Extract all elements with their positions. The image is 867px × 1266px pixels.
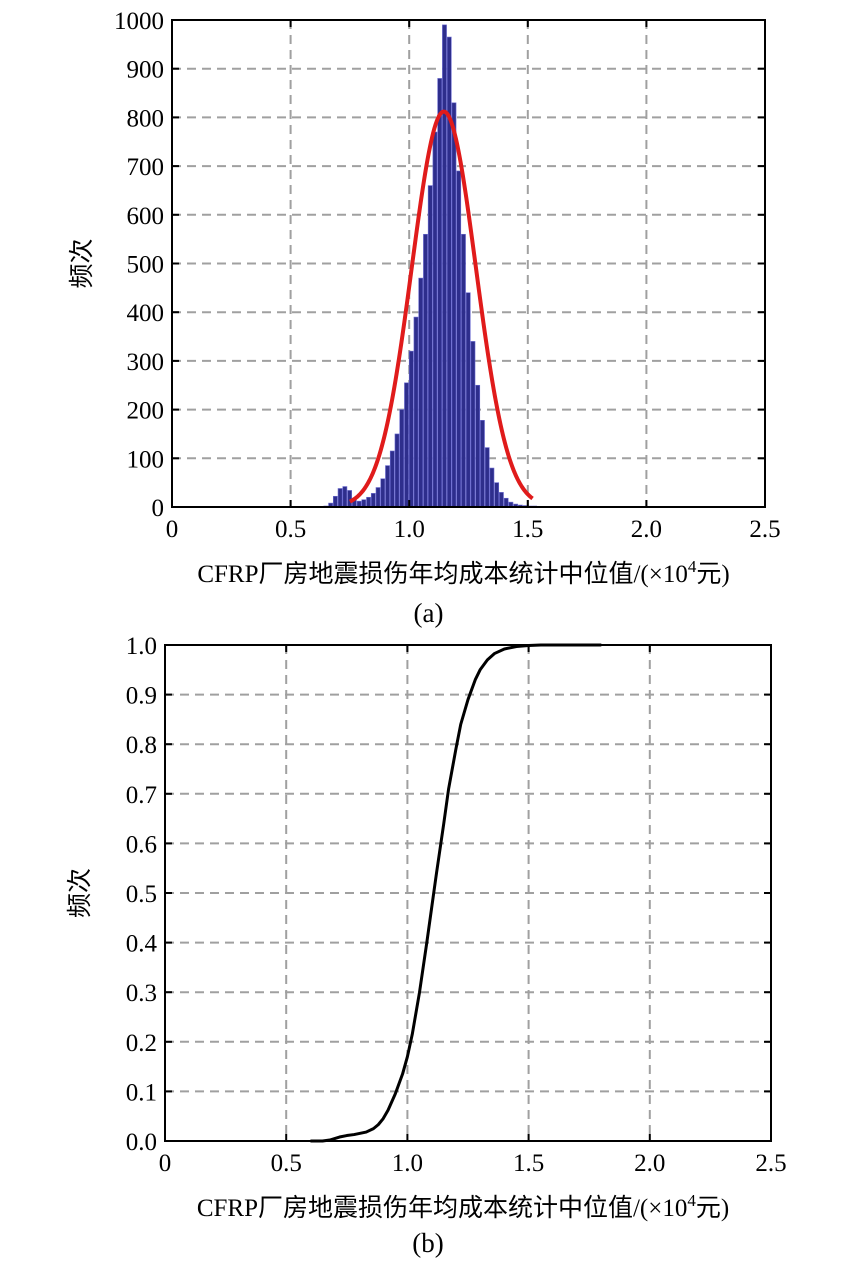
histogram-bar xyxy=(470,341,476,508)
histogram-bar xyxy=(437,78,443,508)
y-tick-label: 300 xyxy=(127,349,165,376)
x-axis-label-sup: 4 xyxy=(687,1191,696,1210)
histogram-bar xyxy=(370,493,376,508)
normal-fit-curve xyxy=(348,109,534,504)
x-tick-label: 0.5 xyxy=(271,1150,302,1177)
x-tick-label: 1.5 xyxy=(512,516,543,543)
histogram-bar xyxy=(456,170,462,508)
y-tick-label: 0.1 xyxy=(126,1079,157,1106)
y-tick-label: 0.4 xyxy=(126,931,158,958)
y-tick-label: 0.2 xyxy=(126,1030,157,1057)
histogram-bar xyxy=(347,490,352,508)
y-tick-label: 900 xyxy=(127,57,165,84)
histogram-bar xyxy=(484,447,490,508)
grid xyxy=(165,645,771,1141)
y-tick-label: 0.3 xyxy=(126,980,157,1007)
y-tick-label: 1.0 xyxy=(126,633,157,660)
x-tick-label: 1.5 xyxy=(513,1150,544,1177)
histogram-bar xyxy=(418,277,424,508)
x-tick-label: 0.5 xyxy=(275,516,306,543)
x-tick-label: 1.0 xyxy=(392,1150,423,1177)
histogram-bar xyxy=(399,409,405,508)
y-tick-label: 0 xyxy=(152,495,165,522)
x-axis-label-tail: 元) xyxy=(696,561,729,588)
x-axis-label-main: CFRP厂房地震损伤年均成本统计中位值/(×10 xyxy=(197,560,688,588)
panel-caption: (a) xyxy=(414,598,444,628)
histogram-bar xyxy=(413,316,419,508)
x-axis-label-tail: 元) xyxy=(696,1195,729,1222)
histogram-bar xyxy=(389,450,395,508)
histogram-bar xyxy=(480,420,485,508)
y-tick-label: 1000 xyxy=(114,8,164,35)
y-tick-labels: 0 100 200 300 400 500 600 700 800 900 1000 xyxy=(114,8,765,522)
histogram-bar xyxy=(361,499,367,508)
y-tick-label: 0.5 xyxy=(126,881,157,908)
x-tick-label: 1.0 xyxy=(394,516,425,543)
cdf-curve xyxy=(310,643,602,1143)
y-tick-label: 0.9 xyxy=(126,683,157,710)
histogram-bar xyxy=(375,487,381,508)
y-tick-label: 0.7 xyxy=(126,782,157,809)
histogram-bar xyxy=(394,433,400,508)
y-tick-label: 600 xyxy=(127,203,165,230)
x-axis-label-main: CFRP厂房地震损伤年均成本统计中位值/(×10 xyxy=(197,1194,688,1222)
histogram-bar xyxy=(427,185,433,508)
x-tick-label: 2.5 xyxy=(749,516,780,543)
histogram-bar xyxy=(465,292,471,508)
x-axis-label: CFRP厂房地震损伤年均成本统计中位值/(×104元) xyxy=(197,1191,729,1222)
histogram-bars xyxy=(323,24,552,508)
y-tick-label: 700 xyxy=(127,154,165,181)
x-axis-label: CFRP厂房地震损伤年均成本统计中位值/(×104元) xyxy=(197,557,729,588)
y-tick-labels: 0.0 0.1 0.2 0.3 0.4 0.5 0.6 0.7 0.8 0.9 1.0 xyxy=(126,633,771,1156)
histogram-bar xyxy=(385,465,390,508)
histogram-bar xyxy=(446,36,452,508)
histogram-bar xyxy=(489,467,495,508)
x-tick-label: 0 xyxy=(159,1150,172,1177)
y-axis-label: 频次 xyxy=(66,868,94,918)
x-axis-label-sup: 4 xyxy=(688,557,697,576)
x-tick-labels: 0 0.5 1.0 1.5 2.0 2.5 xyxy=(159,645,787,1177)
x-tick-label: 2.0 xyxy=(634,1150,665,1177)
histogram-bar xyxy=(499,492,504,508)
panel-caption: (b) xyxy=(412,1228,443,1258)
histogram-bar xyxy=(366,496,371,508)
x-tick-label: 0 xyxy=(166,516,179,543)
grid xyxy=(172,20,765,507)
y-tick-label: 800 xyxy=(127,105,165,132)
histogram-bar xyxy=(380,478,386,508)
histogram-bar xyxy=(494,482,500,508)
y-tick-label: 0.6 xyxy=(126,831,157,858)
histogram-bar xyxy=(461,233,466,508)
y-axis-label: 频次 xyxy=(68,238,96,288)
histogram-bar xyxy=(404,382,409,508)
x-tick-labels: 0 0.5 1.0 1.5 2.0 2.5 xyxy=(166,20,781,543)
histogram-bar xyxy=(423,233,428,508)
histogram-panel: 0 100 200 300 400 500 600 700 800 900 1000 0 0.5 1.0… xyxy=(68,8,781,628)
cdf-panel: 0.0 0.1 0.2 0.3 0.4 0.5 0.6 0.7 0.8 0.9 1.0 0 0.5 1.… xyxy=(66,633,787,1258)
y-tick-label: 100 xyxy=(127,446,165,473)
y-tick-label: 500 xyxy=(127,252,165,279)
histogram-bar xyxy=(337,488,343,508)
histogram-bar xyxy=(342,486,348,508)
x-tick-label: 2.5 xyxy=(755,1150,786,1177)
histogram-bar xyxy=(408,350,414,508)
y-tick-label: 0.0 xyxy=(126,1129,157,1156)
x-tick-label: 2.0 xyxy=(631,516,662,543)
y-tick-label: 200 xyxy=(127,398,165,425)
histogram-bar xyxy=(503,497,509,508)
histogram-bar xyxy=(442,24,447,508)
histogram-bar xyxy=(475,384,481,508)
histogram-bar xyxy=(451,102,457,508)
y-tick-label: 400 xyxy=(127,300,165,327)
histogram-bar xyxy=(332,495,338,508)
histogram-bar xyxy=(432,131,438,508)
y-tick-label: 0.8 xyxy=(126,732,157,759)
